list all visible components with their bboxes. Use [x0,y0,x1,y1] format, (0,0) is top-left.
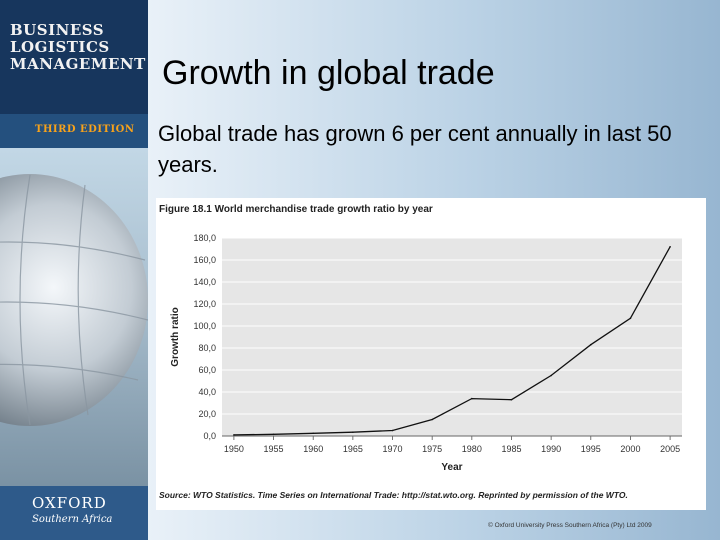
data-point [352,431,354,433]
growth-ratio-line-chart: 0,0 20,0 40,0 60,0 80,0 100,0 120,0 140,0 160,0 1… [170,233,682,473]
series-line [233,246,671,436]
x-axis-label: Year [441,462,462,473]
puzzle-globe-icon [0,174,148,426]
data-point [471,397,473,400]
book-title: BUSINESS LOGISTICS MANAGEMENT [0,0,148,114]
data-point [589,343,592,346]
data-point [272,433,275,436]
y-tick-label: 160,0 [193,255,216,265]
y-tick-label: 0,0 [203,431,216,441]
x-tick-label: 1960 [303,444,323,454]
figure-caption: Figure 18.1 World merchandise trade grow… [159,204,433,215]
plot-area [222,238,682,436]
publisher-name: OXFORD [32,494,107,512]
branding-panel: BUSINESS LOGISTICS MANAGEMENT THIRD EDIT… [0,0,148,540]
y-tick-label: 20,0 [198,409,216,419]
y-tick-label: 100,0 [193,321,216,331]
x-tick-label: 2005 [660,444,680,454]
data-point [510,398,513,401]
data-point [550,374,552,377]
data-point [431,418,433,421]
x-tick-label: 1975 [422,444,442,454]
x-tick-label: 1985 [501,444,521,454]
x-tick-label: 1965 [343,444,363,454]
y-tick-label: 140,0 [193,277,216,287]
data-point [669,246,671,248]
slide-title: Growth in global trade [162,54,495,92]
y-tick-label: 60,0 [198,365,216,375]
trade-figure: Figure 18.1 World merchandise trade grow… [156,198,706,510]
data-point [629,317,632,320]
x-tick-label: 1980 [462,444,482,454]
x-tick-label: 1950 [224,444,244,454]
book-title-line-2: LOGISTICS [10,38,110,56]
book-title-line-3: MANAGEMENT [10,55,146,73]
figure-source: Source: WTO Statistics. Time Series on I… [159,490,628,500]
x-tick-label: 1990 [541,444,561,454]
data-point [312,432,315,435]
copyright-notice: © Oxford University Press Southern Afric… [488,522,652,529]
edition-label: THIRD EDITION [0,114,148,148]
publisher-region: Southern Africa [32,514,113,525]
y-tick-label: 180,0 [193,233,216,243]
x-tick-label: 2000 [620,444,640,454]
x-tick-label: 1970 [383,444,403,454]
y-axis-label: Growth ratio [170,307,181,366]
publisher-logo: OXFORD Southern Africa [0,486,148,540]
y-tick-label: 80,0 [198,343,216,353]
x-tick-label: 1995 [581,444,601,454]
y-tick-label: 40,0 [198,387,216,397]
x-tick-label: 1955 [264,444,284,454]
slide-content: Growth in global trade Global trade has … [148,0,720,540]
y-tick-label: 120,0 [193,299,216,309]
book-title-line-1: BUSINESS [10,21,105,39]
slide-body-text: Global trade has grown 6 per cent annual… [158,121,672,177]
data-point [391,429,394,432]
data-point [233,434,235,436]
